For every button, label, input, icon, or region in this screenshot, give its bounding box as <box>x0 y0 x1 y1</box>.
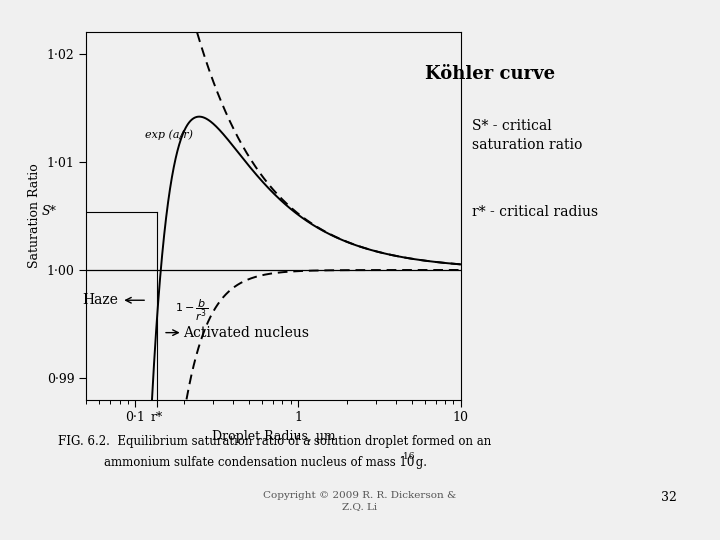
Text: S* - critical
saturation ratio: S* - critical saturation ratio <box>472 119 582 152</box>
Text: Haze: Haze <box>82 293 118 307</box>
Text: Copyright © 2009 R. R. Dickerson &
Z.Q. Li: Copyright © 2009 R. R. Dickerson & Z.Q. … <box>264 491 456 511</box>
Text: FIG. 6.2.  Equilibrium saturation ratio of a solution droplet formed on an: FIG. 6.2. Equilibrium saturation ratio o… <box>58 435 491 448</box>
X-axis label: Droplet Radius, μm: Droplet Radius, μm <box>212 430 336 443</box>
Text: g.: g. <box>412 456 427 469</box>
Text: $1-\dfrac{b}{r^3}$: $1-\dfrac{b}{r^3}$ <box>175 298 208 322</box>
Text: Köhler curve: Köhler curve <box>425 65 554 83</box>
Text: r* - critical radius: r* - critical radius <box>472 205 598 219</box>
Y-axis label: Saturation Ratio: Saturation Ratio <box>28 164 41 268</box>
Text: exp (a/r): exp (a/r) <box>145 130 193 140</box>
Text: 32: 32 <box>661 491 677 504</box>
Text: ammonium sulfate condensation nucleus of mass 10: ammonium sulfate condensation nucleus of… <box>104 456 415 469</box>
Text: S*: S* <box>42 205 56 218</box>
Text: -16: -16 <box>400 452 415 461</box>
Text: Activated nucleus: Activated nucleus <box>184 326 310 340</box>
